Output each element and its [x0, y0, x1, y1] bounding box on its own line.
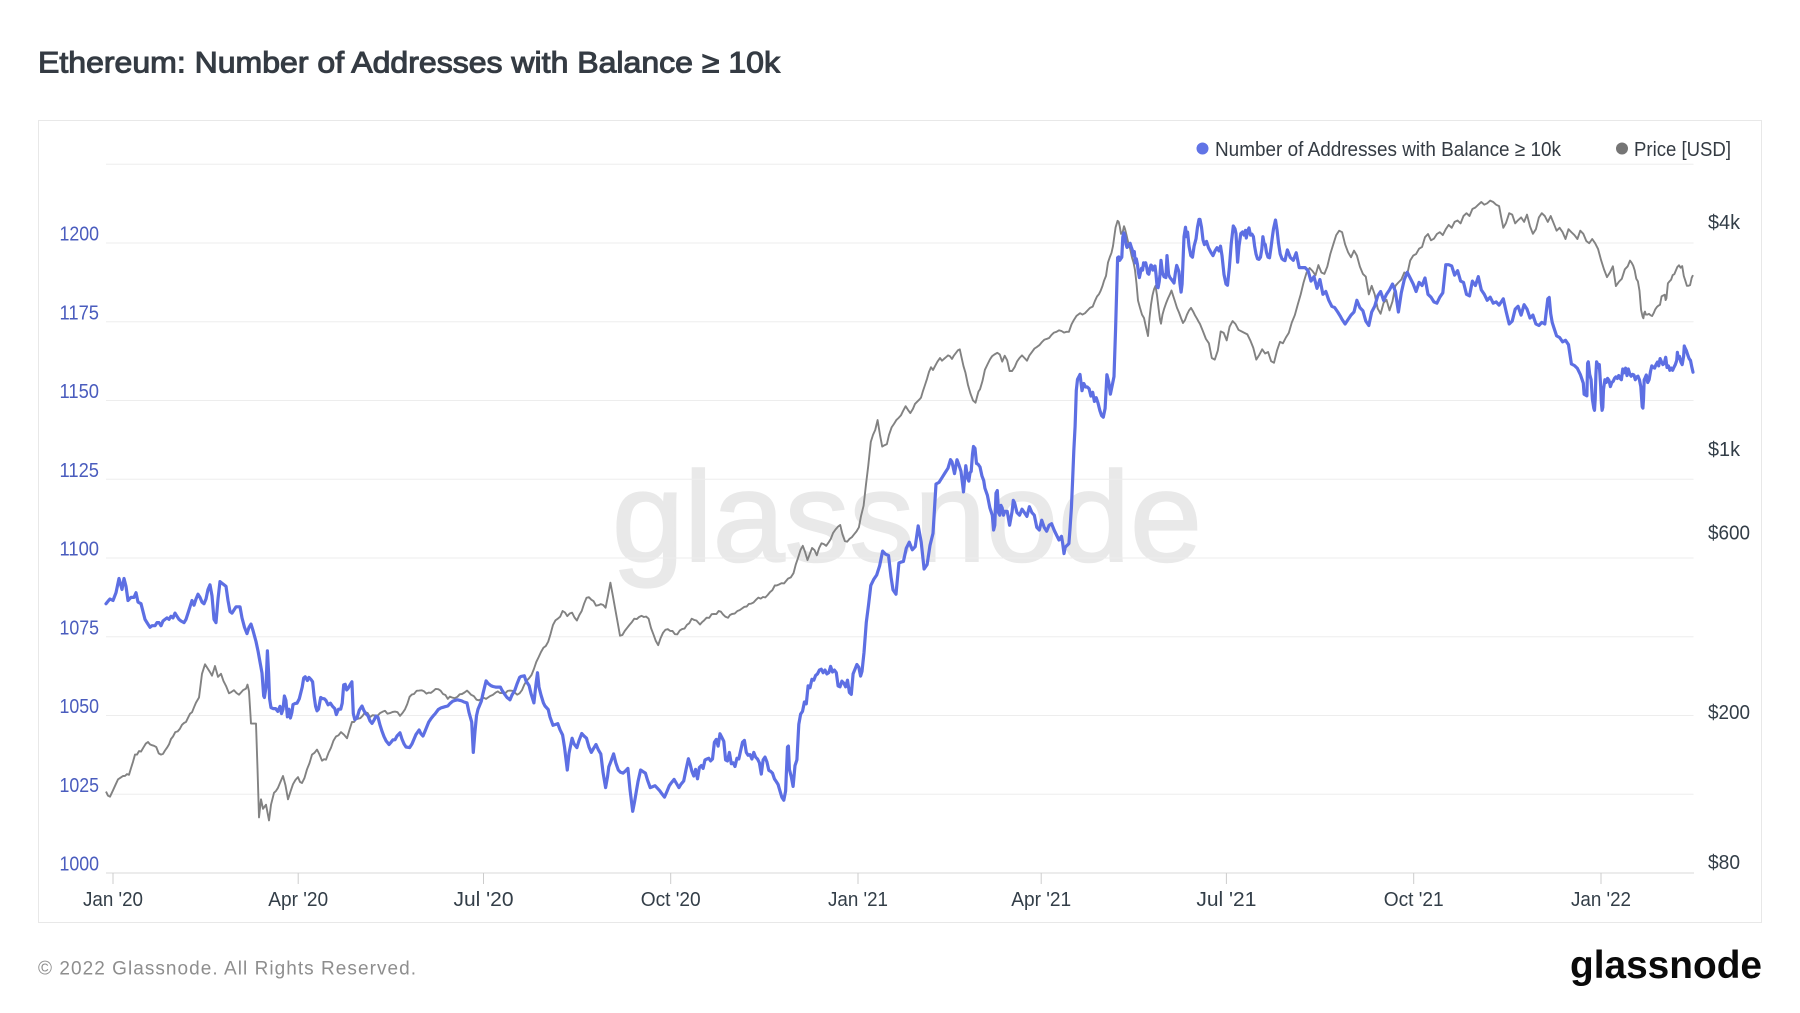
svg-text:Number of Addresses with Balan: Number of Addresses with Balance ≥ 10k	[1215, 138, 1562, 161]
svg-text:$200: $200	[1708, 702, 1750, 724]
svg-text:Ethereum: Number of Addresses: Ethereum: Number of Addresses with Balan…	[38, 47, 781, 80]
svg-text:Jul '21: Jul '21	[1196, 889, 1256, 911]
svg-text:$1k: $1k	[1708, 439, 1741, 461]
svg-text:$80: $80	[1708, 852, 1740, 874]
svg-text:Apr '21: Apr '21	[1011, 889, 1071, 911]
svg-text:1150: 1150	[60, 381, 100, 403]
svg-text:1000: 1000	[60, 854, 100, 876]
svg-text:Apr '20: Apr '20	[268, 889, 328, 911]
svg-text:$4k: $4k	[1708, 212, 1741, 234]
svg-text:Jan '21: Jan '21	[828, 889, 888, 911]
svg-text:© 2022 Glassnode. All Rights R: © 2022 Glassnode. All Rights Reserved.	[38, 959, 416, 980]
svg-text:Jan '20: Jan '20	[83, 889, 143, 911]
svg-text:1100: 1100	[60, 539, 100, 561]
svg-text:Price [USD]: Price [USD]	[1634, 138, 1731, 161]
svg-text:1050: 1050	[60, 696, 100, 718]
svg-text:1025: 1025	[60, 775, 100, 797]
svg-text:glassnode: glassnode	[612, 446, 1202, 589]
svg-text:1125: 1125	[60, 460, 100, 482]
svg-text:1200: 1200	[60, 224, 100, 246]
svg-text:Oct '21: Oct '21	[1384, 889, 1444, 911]
svg-text:Oct '20: Oct '20	[641, 889, 701, 911]
svg-text:glassnode: glassnode	[1570, 944, 1762, 987]
svg-text:1075: 1075	[60, 617, 100, 639]
svg-text:1175: 1175	[60, 302, 100, 324]
svg-text:Jan '22: Jan '22	[1571, 889, 1631, 911]
svg-text:Jul '20: Jul '20	[454, 889, 514, 911]
svg-text:$600: $600	[1708, 522, 1750, 544]
